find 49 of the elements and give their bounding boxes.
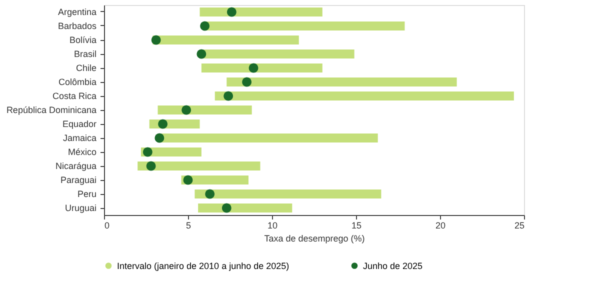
y-tick-label: Chile [76,63,96,73]
point [142,147,152,157]
point [183,175,193,185]
x-tick-label: 15 [351,220,362,230]
bar [194,190,382,198]
x-tick-label: 20 [435,220,446,230]
y-tick-label: México [68,147,96,157]
point [200,21,210,31]
bar [226,78,457,86]
bar [201,64,322,72]
point [205,189,215,199]
point [158,119,168,129]
x-tick-label: 5 [186,220,192,230]
y-tick-label: Barbados [58,21,97,31]
x-tick-label: 0 [104,220,110,230]
y-tick-label: Equador [62,119,96,129]
x-tick-label: 25 [514,220,524,230]
point [242,77,252,87]
y-tick-label: Nicarágua [55,161,96,171]
point [226,7,236,17]
bar [200,8,322,16]
y-tick-label: Costa Rica [52,91,96,101]
y-tick-label: Paraguai [60,175,96,185]
point [196,49,206,59]
y-tick-label: Bolívia [69,35,96,45]
y-tick-label: Jamaica [62,133,96,143]
x-tick-label: 10 [267,220,278,230]
bar [214,92,514,100]
point [146,161,156,171]
legend-label: Junho de 2025 [363,260,423,271]
point [151,35,161,45]
point [182,105,192,115]
y-tick-label: República Dominicana [6,105,96,115]
legend-label: Intervalo (janeiro de 2010 a junho de 2025) [117,260,290,271]
y-tick-label: Brasil [74,49,96,59]
bar [204,22,405,30]
y-tick-label: Uruguai [64,203,96,213]
bar [138,162,260,170]
bar [152,36,299,44]
point [224,91,234,101]
y-tick-label: Colômbia [58,77,96,87]
point [154,133,164,143]
bar [158,106,252,114]
x-axis-title: Taxa de desemprego (%) [264,234,365,244]
y-tick-label: Argentina [58,7,96,17]
point [248,63,258,73]
y-tick-label: Peru [77,189,96,199]
point [222,203,232,213]
bar [198,204,292,212]
